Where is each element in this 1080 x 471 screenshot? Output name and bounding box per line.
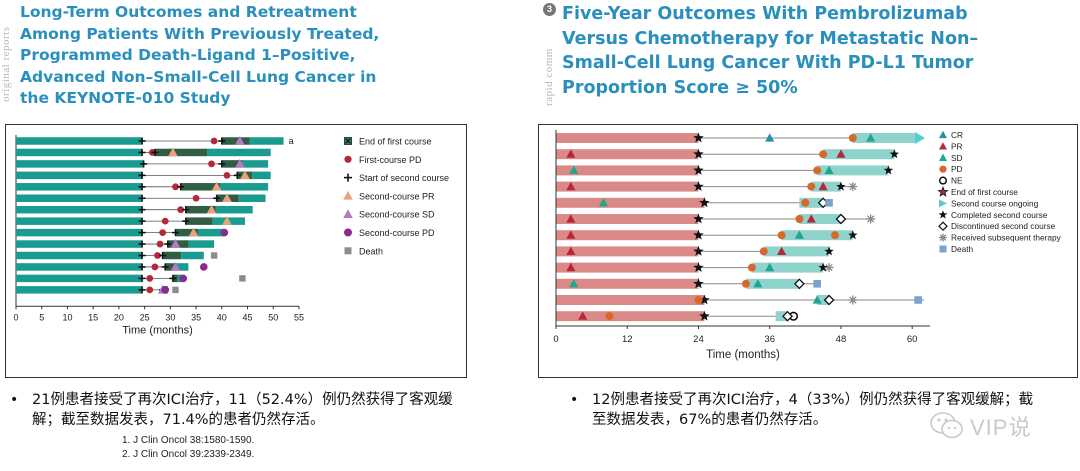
left-bullet-text: 21例患者接受了再次ICI治疗，11（52.4%）例仍然获得了客观缓解；截至数据… xyxy=(32,392,453,428)
reference-1: 1. J Clin Oncol 38:1580-1590. xyxy=(122,435,255,446)
journal-section-label: original reports xyxy=(0,26,12,102)
left-bullet-point: • 21例患者接受了再次ICI治疗，11（52.4%）例仍然获得了客观缓解；截至… xyxy=(10,390,480,430)
wechat-icon xyxy=(930,412,963,439)
right-chart-frame xyxy=(538,124,1078,378)
circle-number-badge: 3 xyxy=(543,3,556,16)
watermark: VIP说 xyxy=(930,410,1031,442)
left-chart-frame xyxy=(5,124,467,378)
journal-section-label-right: rapid comm xyxy=(543,48,555,106)
right-bullet-point: • 12例患者接受了再次ICI治疗，4（33%）例仍然获得了客观缓解；截至数据发… xyxy=(570,390,1040,430)
right-paper-title: Five-Year Outcomes With Pembrolizumab Ve… xyxy=(562,4,979,98)
watermark-text: VIP说 xyxy=(970,415,1032,440)
reference-2: 2. J Clin Oncol 39:2339-2349. xyxy=(122,449,255,460)
right-bullet-text: 12例患者接受了再次ICI治疗，4（33%）例仍然获得了客观缓解；截至数据发表，… xyxy=(592,392,1034,428)
bullet-dot: • xyxy=(10,392,19,408)
bullet-dot: • xyxy=(570,392,579,408)
references: 1. J Clin Oncol 38:1580-1590. 2. J Clin … xyxy=(122,434,254,462)
left-paper-title: Long-Term Outcomes and Retreatment Among… xyxy=(20,3,380,107)
